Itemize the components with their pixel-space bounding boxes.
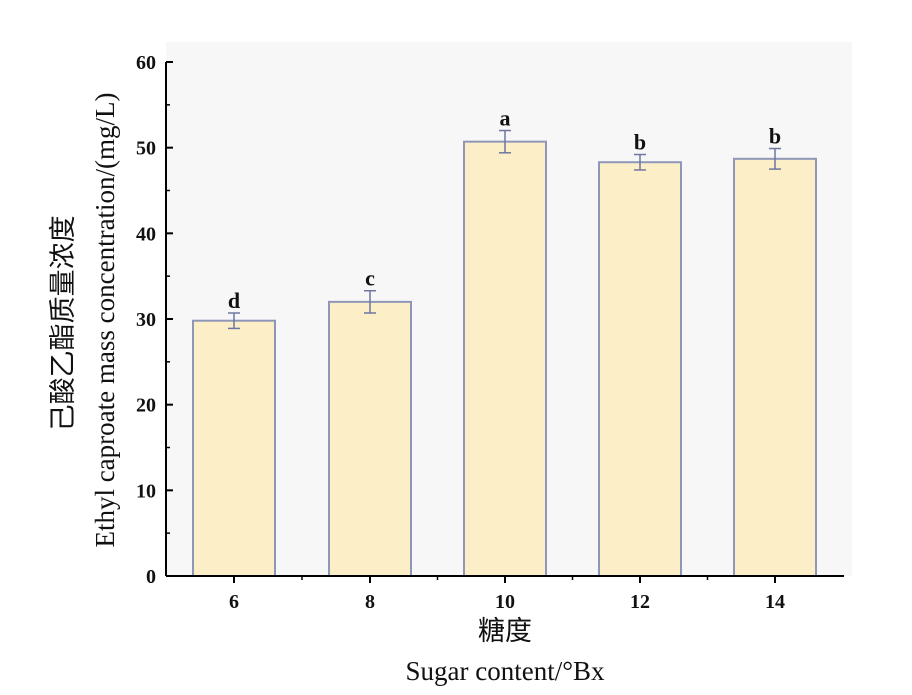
y-tick-label-60: 60 — [136, 52, 156, 74]
x-axis-title-cn: 糖度 — [478, 616, 532, 646]
significance-label-6: d — [228, 288, 240, 313]
x-axis-title-en: Sugar content/°Bx — [405, 656, 605, 686]
axes-layer: 0 10 20 30 40 50 60 6 8 10 12 14 — [136, 52, 844, 613]
error-bar-10 — [499, 129, 511, 154]
y-axis-title-cn: 己酸乙酯质量浓度 — [48, 215, 78, 431]
y-tick-label-30: 30 — [136, 309, 156, 331]
significance-label-10: a — [500, 106, 511, 131]
x-tick-label-8: 8 — [365, 591, 375, 613]
y-tick-label-20: 20 — [136, 395, 156, 417]
significance-label-8: c — [365, 266, 375, 291]
x-tick-label-14: 14 — [765, 591, 785, 613]
error-bar-6 — [228, 312, 240, 330]
significance-label-12: b — [634, 130, 646, 155]
error-bar-8 — [364, 289, 376, 314]
x-tick-label-10: 10 — [495, 591, 515, 613]
x-tick-label-6: 6 — [229, 591, 239, 613]
bar-14 — [733, 157, 817, 577]
bars-layer: d c a b b — [192, 106, 817, 578]
error-bar-14 — [769, 147, 781, 170]
y-tick-label-50: 50 — [136, 138, 156, 160]
y-tick-label-0: 0 — [146, 566, 156, 588]
y-tick-label-40: 40 — [136, 223, 156, 245]
y-tick-label-10: 10 — [136, 480, 156, 502]
x-tick-label-12: 12 — [630, 591, 650, 613]
significance-label-14: b — [769, 124, 781, 149]
bar-12 — [598, 161, 682, 577]
y-axis-title-en: Ethyl caproate mass concentration/(mg/L) — [90, 92, 120, 547]
bar-6 — [192, 319, 276, 578]
bar-8 — [328, 300, 412, 577]
y-axis-title: 己酸乙酯质量浓度 Ethyl caproate mass concentrati… — [48, 92, 120, 547]
bar-10 — [463, 140, 547, 577]
error-bar-12 — [634, 153, 646, 171]
